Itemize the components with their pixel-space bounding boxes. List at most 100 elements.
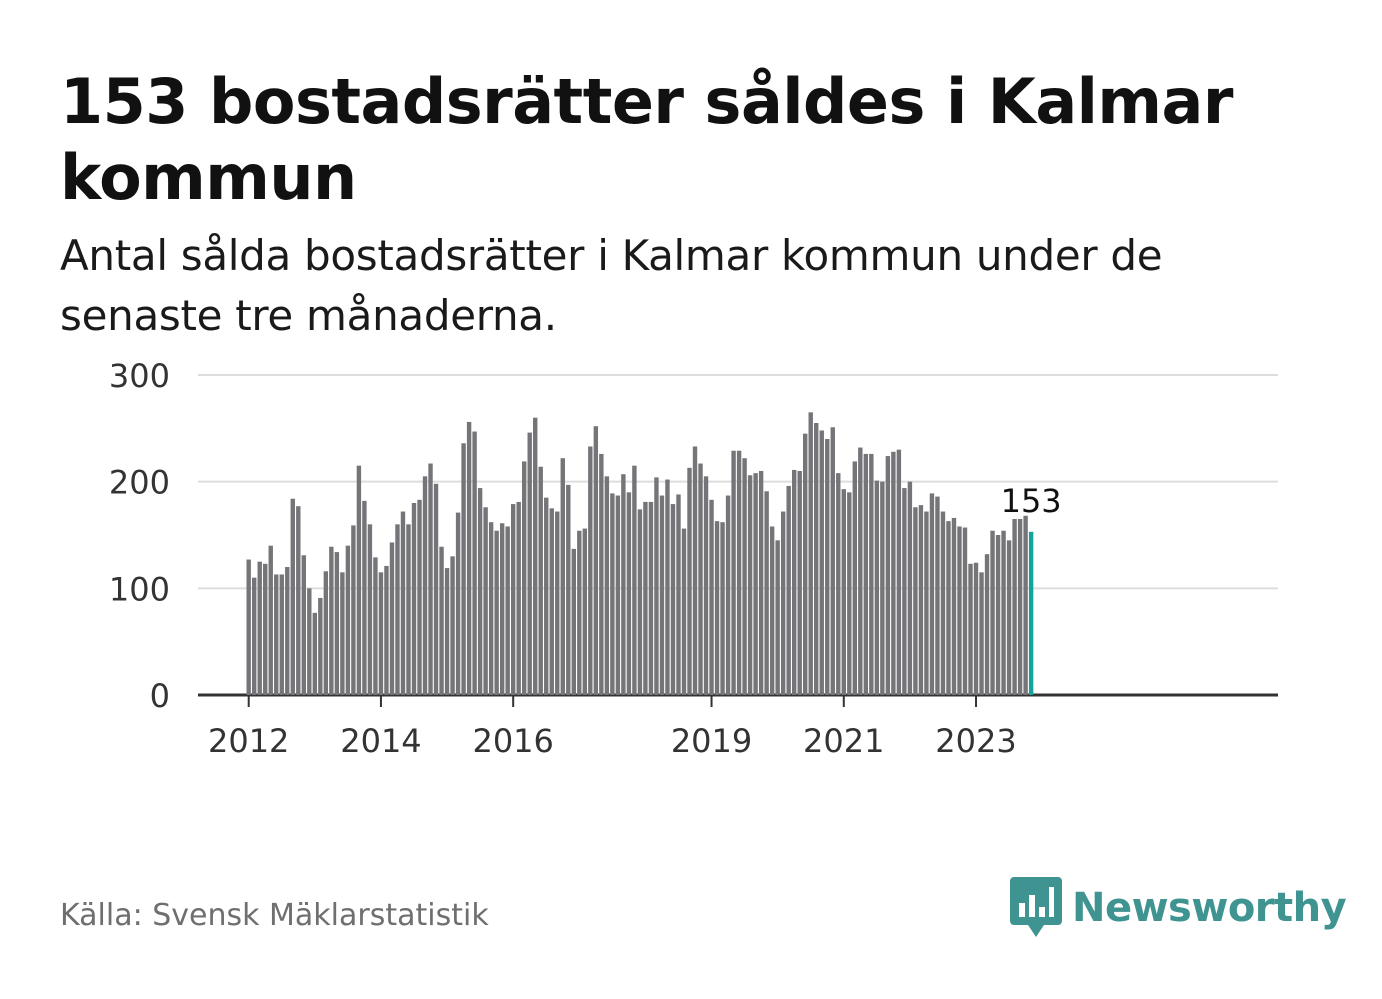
- bar: [499, 523, 505, 695]
- bar: [836, 473, 841, 695]
- bar: [852, 461, 857, 695]
- bars: [246, 412, 1034, 695]
- bar: [599, 453, 604, 695]
- bar: [505, 526, 510, 695]
- bar: [902, 488, 907, 695]
- bar: [940, 511, 946, 695]
- y-tick-label: 100: [109, 570, 170, 608]
- bar: [703, 476, 709, 695]
- data-label: 153: [1001, 482, 1062, 520]
- bar: [428, 463, 433, 695]
- bar: [621, 474, 626, 695]
- bar: [654, 477, 659, 695]
- bar: [913, 507, 918, 695]
- y-tick-label: 0: [150, 677, 170, 715]
- bar: [742, 458, 747, 695]
- bar: [466, 421, 472, 695]
- bar: [643, 501, 648, 695]
- x-tick-label: 2016: [472, 722, 553, 760]
- bar: [935, 496, 940, 695]
- bar: [356, 465, 362, 695]
- bar: [791, 469, 797, 695]
- bar: [1028, 531, 1034, 695]
- brand-name: Newsworthy: [1072, 885, 1347, 931]
- bar-chart: 0 100 200 300 2012 2014 2016 2019 2021 2023 153: [109, 357, 1278, 760]
- bar: [885, 456, 891, 695]
- bar: [615, 495, 621, 695]
- bar: [263, 563, 268, 695]
- bar: [417, 499, 422, 695]
- chart-title: 153 bostadsrätter såldes i Kalmar kommun: [60, 65, 1233, 214]
- bar: [400, 511, 406, 695]
- bar: [918, 505, 924, 695]
- bar: [494, 530, 499, 695]
- bar: [389, 542, 395, 695]
- bar: [891, 451, 896, 695]
- bar: [252, 577, 257, 695]
- x-tick-label: 2012: [208, 722, 289, 760]
- bar: [1006, 540, 1012, 695]
- bar: [841, 489, 846, 695]
- bar: [488, 522, 494, 695]
- bar: [858, 447, 863, 695]
- bar: [307, 588, 312, 695]
- bar: [411, 503, 417, 695]
- bar: [758, 471, 764, 695]
- bar: [450, 556, 455, 695]
- bar: [632, 465, 637, 695]
- bar: [318, 597, 323, 695]
- bar: [433, 483, 439, 695]
- bar: [973, 562, 979, 695]
- annotations: 153: [1001, 482, 1062, 520]
- bar: [665, 479, 670, 695]
- bar: [990, 530, 995, 695]
- bar: [1001, 530, 1006, 695]
- bar: [373, 557, 378, 695]
- bar: [422, 476, 428, 695]
- bar: [907, 481, 913, 695]
- bar: [830, 427, 835, 695]
- bar: [461, 443, 466, 695]
- bar: [946, 521, 951, 695]
- bar: [604, 476, 610, 695]
- y-tick-label: 200: [109, 464, 170, 502]
- bar: [483, 507, 488, 695]
- bar: [896, 449, 902, 695]
- bar: [362, 500, 367, 695]
- bar: [588, 446, 593, 695]
- bar: [863, 453, 869, 695]
- chart-subtitle: Antal sålda bostadsrätter i Kalmar kommu…: [60, 231, 1163, 340]
- newsworthy-logo[interactable]: Newsworthy: [1010, 876, 1347, 940]
- bar: [753, 473, 758, 695]
- bar: [714, 521, 720, 695]
- bar: [1017, 519, 1023, 695]
- bar: [279, 574, 284, 695]
- bar: [593, 426, 599, 695]
- bar: [979, 572, 984, 695]
- bar: [610, 493, 615, 695]
- bar: [510, 504, 516, 695]
- bar: [555, 511, 560, 695]
- bar: [803, 433, 808, 695]
- bar: [455, 512, 461, 695]
- bar: [786, 485, 791, 695]
- bar: [648, 501, 654, 695]
- bar: [962, 527, 968, 695]
- bar: [345, 545, 351, 695]
- bar: [797, 471, 802, 695]
- bar: [995, 535, 1001, 695]
- bar: [929, 493, 935, 695]
- x-tick-label: 2021: [803, 722, 884, 760]
- bar: [847, 492, 852, 695]
- bar: [736, 450, 742, 695]
- bar: [747, 475, 753, 695]
- bar: [780, 511, 786, 695]
- bar: [285, 567, 290, 695]
- x-tick-label: 2014: [340, 722, 421, 760]
- bar: [549, 508, 554, 695]
- bar: [874, 480, 880, 695]
- bar: [720, 522, 725, 695]
- bar: [869, 453, 874, 695]
- bar: [395, 524, 400, 695]
- bar: [268, 545, 273, 695]
